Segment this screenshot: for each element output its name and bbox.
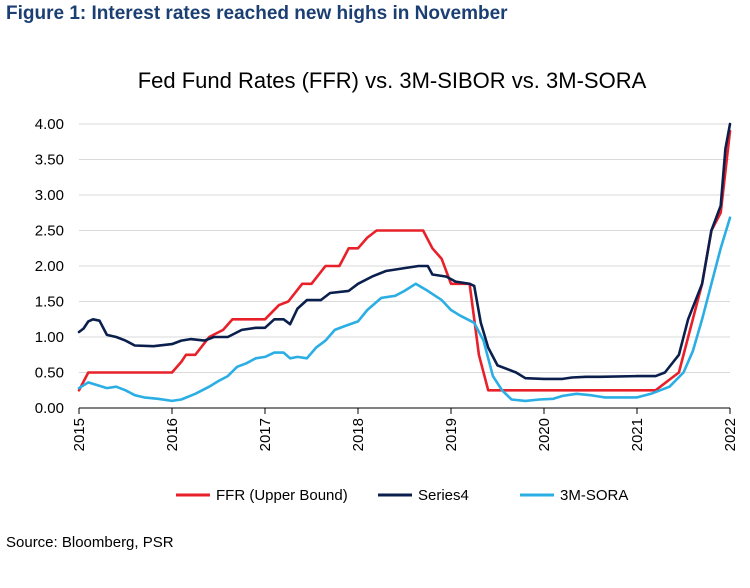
x-tick-label: 2016 bbox=[164, 418, 181, 451]
y-tick-label: 3.50 bbox=[35, 152, 64, 169]
x-tick-label: 2021 bbox=[629, 418, 646, 451]
figure-heading: Figure 1: Interest rates reached new hig… bbox=[6, 3, 508, 24]
source-note: Source: Bloomberg, PSR bbox=[6, 534, 174, 551]
legend-label-2: Series4 bbox=[418, 487, 469, 504]
y-tick-label: 4.00 bbox=[35, 116, 64, 133]
line-chart: Fed Fund Rates (FFR) vs. 3M-SIBOR vs. 3M… bbox=[35, 68, 739, 504]
y-tick-label: 3.00 bbox=[35, 187, 64, 204]
x-tick-label: 2015 bbox=[71, 418, 88, 451]
x-tick-label: 2022 bbox=[722, 418, 739, 451]
y-tick-label: 0.00 bbox=[35, 400, 64, 417]
y-tick-label: 2.50 bbox=[35, 223, 64, 240]
series-line-2 bbox=[77, 122, 732, 381]
y-tick-label: 1.50 bbox=[35, 294, 64, 311]
legend: FFR (Upper Bound) Series4 3M-SORA bbox=[176, 487, 628, 504]
y-axis-ticks: 0.00 0.50 1.00 1.50 2.00 2.50 3.00 3.50 4.00 bbox=[35, 116, 64, 417]
series-line-1 bbox=[77, 129, 732, 392]
x-tick-label: 2019 bbox=[443, 418, 460, 451]
x-tick-label: 2020 bbox=[536, 418, 553, 451]
series-line-3 bbox=[77, 216, 732, 403]
y-tick-label: 2.00 bbox=[35, 258, 64, 275]
x-tick-label: 2018 bbox=[350, 418, 367, 451]
gridlines bbox=[79, 123, 730, 373]
legend-label-3: 3M-SORA bbox=[560, 487, 628, 504]
y-tick-label: 1.00 bbox=[35, 329, 64, 346]
y-tick-label: 0.50 bbox=[35, 365, 64, 382]
legend-label-1: FFR (Upper Bound) bbox=[216, 487, 348, 504]
series-lines bbox=[77, 122, 732, 403]
x-axis: 2015 2016 2017 2018 2019 2020 2021 2022 bbox=[71, 407, 739, 451]
x-tick-label: 2017 bbox=[257, 418, 274, 451]
chart-title: Fed Fund Rates (FFR) vs. 3M-SIBOR vs. 3M… bbox=[138, 68, 647, 93]
